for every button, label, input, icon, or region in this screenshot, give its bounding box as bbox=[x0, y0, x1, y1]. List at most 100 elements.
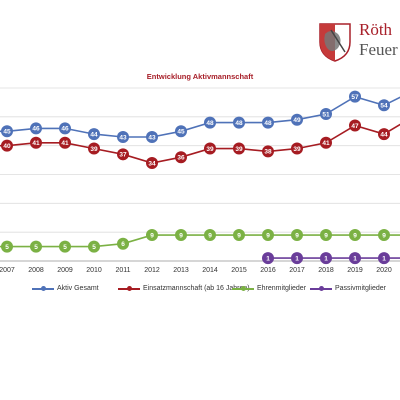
data-point bbox=[378, 229, 390, 242]
data-point bbox=[30, 136, 42, 149]
data-point bbox=[378, 99, 390, 112]
data-label: 46 bbox=[32, 126, 40, 133]
data-label: 43 bbox=[119, 134, 127, 141]
chart-legend: Aktiv Gesamt Einsatzmannschaft (ab 16 Jah… bbox=[0, 285, 400, 299]
data-label: 48 bbox=[206, 120, 214, 127]
legend-item: Passivmitglieder bbox=[310, 285, 386, 292]
data-point bbox=[349, 119, 361, 132]
data-point bbox=[1, 240, 13, 253]
legend-item: Ehrenmitglieder bbox=[232, 285, 306, 292]
data-point bbox=[117, 148, 129, 161]
data-label: 57 bbox=[351, 94, 359, 101]
x-tick-label: 2014 bbox=[202, 267, 218, 274]
data-label: 5 bbox=[5, 244, 9, 251]
data-point bbox=[262, 116, 274, 129]
data-label: 48 bbox=[264, 120, 272, 127]
x-tick-label: 2010 bbox=[86, 267, 102, 274]
data-point bbox=[59, 122, 71, 135]
data-point bbox=[146, 229, 158, 242]
data-label: 1 bbox=[295, 255, 299, 262]
data-label: 45 bbox=[3, 129, 11, 136]
brand-name: Röth bbox=[359, 20, 393, 39]
x-tick-label: 2017 bbox=[289, 267, 305, 274]
line-chart: 2006200720082009201020112012201320142015… bbox=[0, 87, 400, 274]
data-label: 51 bbox=[322, 111, 330, 118]
legend-label: Einsatzmannschaft (ab 16 Jahren) bbox=[143, 285, 250, 292]
data-label: 39 bbox=[293, 146, 301, 153]
data-point bbox=[233, 116, 245, 129]
data-label: 44 bbox=[380, 131, 388, 138]
data-label: 45 bbox=[177, 129, 185, 136]
data-point bbox=[291, 229, 303, 242]
coat-of-arms-icon bbox=[319, 23, 351, 62]
data-point bbox=[117, 237, 129, 250]
series-line bbox=[0, 234, 400, 248]
data-label: 5 bbox=[34, 244, 38, 251]
x-tick-label: 2015 bbox=[231, 267, 247, 274]
data-point bbox=[175, 125, 187, 138]
data-label: 5 bbox=[92, 244, 96, 251]
data-point bbox=[1, 139, 13, 152]
data-label: 9 bbox=[295, 232, 299, 239]
data-label: 49 bbox=[293, 117, 301, 124]
data-point bbox=[291, 252, 303, 265]
data-point bbox=[291, 142, 303, 155]
data-label: 9 bbox=[237, 232, 241, 239]
data-point bbox=[349, 252, 361, 265]
data-point bbox=[349, 90, 361, 103]
data-label: 6 bbox=[121, 241, 125, 248]
data-label: 1 bbox=[324, 255, 328, 262]
data-point bbox=[320, 252, 332, 265]
x-tick-label: 2012 bbox=[144, 267, 160, 274]
data-point bbox=[204, 229, 216, 242]
data-point bbox=[204, 116, 216, 129]
data-point bbox=[349, 229, 361, 242]
legend-label: Aktiv Gesamt bbox=[57, 285, 99, 292]
chart-title: Entwicklung Aktivmannschaft bbox=[146, 72, 254, 81]
data-label: 9 bbox=[208, 232, 212, 239]
legend-swatch bbox=[310, 285, 332, 292]
data-label: 41 bbox=[32, 140, 40, 147]
x-tick-label: 2007 bbox=[0, 267, 15, 274]
data-point bbox=[30, 240, 42, 253]
data-label: 39 bbox=[90, 146, 98, 153]
data-label: 38 bbox=[264, 149, 272, 156]
x-tick-label: 2016 bbox=[260, 267, 276, 274]
data-label: 39 bbox=[206, 146, 214, 153]
data-label: 41 bbox=[61, 140, 69, 147]
x-tick-label: 2019 bbox=[347, 267, 363, 274]
data-point bbox=[291, 113, 303, 126]
x-tick-label: 2008 bbox=[28, 267, 44, 274]
x-tick-label: 2018 bbox=[318, 267, 334, 274]
data-point bbox=[175, 151, 187, 164]
data-label: 54 bbox=[380, 103, 388, 110]
data-label: 46 bbox=[61, 126, 69, 133]
data-point bbox=[88, 240, 100, 253]
data-label: 43 bbox=[148, 134, 156, 141]
data-label: 9 bbox=[150, 232, 154, 239]
data-label: 39 bbox=[235, 146, 243, 153]
legend-item: Einsatzmannschaft (ab 16 Jahren) bbox=[118, 285, 250, 292]
data-label: 36 bbox=[177, 155, 185, 162]
data-label: 9 bbox=[266, 232, 270, 239]
data-point bbox=[175, 229, 187, 242]
data-point bbox=[88, 142, 100, 155]
data-label: 48 bbox=[235, 120, 243, 127]
brand-logo: Röth Feuer bbox=[318, 20, 398, 67]
data-point bbox=[320, 229, 332, 242]
data-point bbox=[233, 229, 245, 242]
legend-swatch bbox=[32, 285, 54, 292]
data-point bbox=[30, 122, 42, 135]
x-tick-label: 2009 bbox=[57, 267, 73, 274]
x-tick-label: 2011 bbox=[115, 267, 130, 274]
data-point bbox=[146, 131, 158, 144]
data-point bbox=[117, 131, 129, 144]
legend-swatch bbox=[232, 285, 254, 292]
x-tick-label: 2013 bbox=[173, 267, 189, 274]
data-point bbox=[320, 136, 332, 149]
data-point bbox=[262, 145, 274, 158]
data-label: 34 bbox=[148, 160, 156, 167]
series-line bbox=[0, 95, 400, 138]
data-point bbox=[378, 252, 390, 265]
